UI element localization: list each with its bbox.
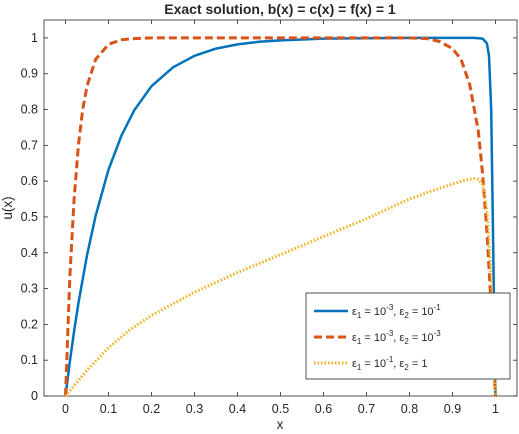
y-tick-label: 0.7	[21, 138, 38, 152]
x-tick-label: 0.9	[444, 402, 461, 416]
x-tick-label: 0.5	[272, 402, 289, 416]
x-tick-label: 1	[492, 402, 499, 416]
legend-entry-2: ε1 = 10-3, ε2 = 10-3	[352, 329, 441, 346]
x-tick-label: 0.2	[143, 402, 160, 416]
y-tick-label: 0.5	[21, 210, 38, 224]
y-tick-label: 0.8	[21, 103, 38, 117]
x-axis-label: x	[277, 417, 284, 432]
legend-entry-1: ε1 = 10-3, ε2 = 10-1	[352, 303, 441, 320]
y-tick-label: 0.9	[21, 67, 38, 81]
x-tick-label: 0.1	[100, 402, 117, 416]
x-tick-label: 0.4	[229, 402, 246, 416]
x-tick-label: 0.6	[315, 402, 332, 416]
y-tick-label: 0.1	[21, 353, 38, 367]
y-tick-label: 0.6	[21, 174, 38, 188]
legend: ε1 = 10-3, ε2 = 10-1 ε1 = 10-3, ε2 = 10-3…	[305, 292, 511, 380]
chart-title: Exact solution, b(x) = c(x) = f(x) = 1	[164, 1, 396, 17]
plot-lines	[64, 36, 497, 397]
x-tick-label: 0.8	[401, 402, 418, 416]
x-tick-label: 0	[62, 402, 69, 416]
y-tick-label: 0.2	[21, 317, 38, 331]
y-tick-label: 0.4	[21, 246, 38, 260]
y-tick-label: 1	[31, 31, 38, 45]
series-line-1	[64, 36, 497, 397]
x-tick-label: 0.3	[186, 402, 203, 416]
x-tick-label: 0.7	[358, 402, 375, 416]
axis-ticks: 0 0.1 0.2 0.3 0.4 0.5 0.6 0.7 0.8 0.9 1 0 0.1 0.2 0.3 0…	[21, 20, 517, 416]
series-line-3	[64, 177, 497, 397]
y-tick-label: 0.3	[21, 282, 38, 296]
y-tick-label: 0	[31, 389, 38, 403]
legend-entry-3: ε1 = 10-1, ε2 = 1	[352, 355, 427, 372]
y-axis-label: u(x)	[0, 196, 15, 219]
